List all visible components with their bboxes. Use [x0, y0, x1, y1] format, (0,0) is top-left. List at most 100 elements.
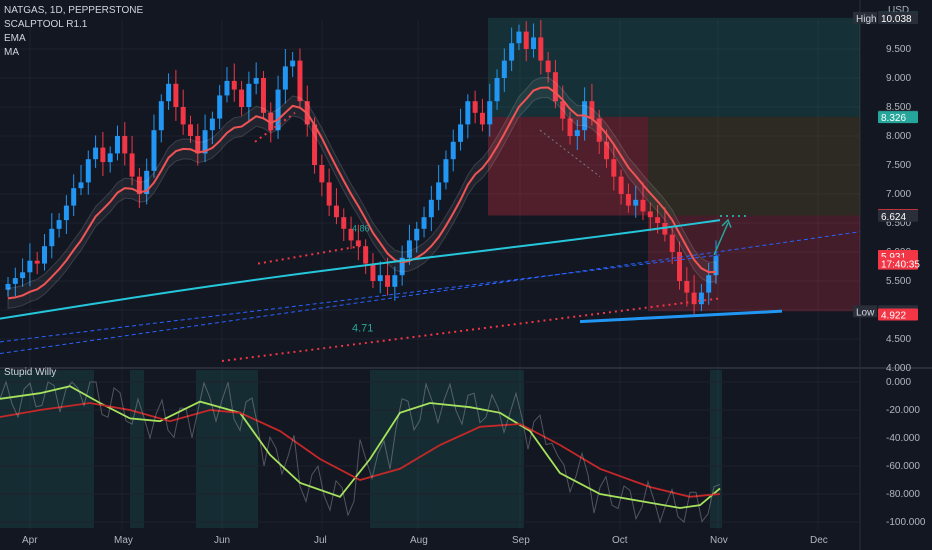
- indicator-label: MA: [4, 47, 19, 58]
- candle-body: [545, 60, 551, 73]
- price-tick-label: 9.000: [886, 73, 911, 84]
- candle-body: [472, 101, 478, 113]
- candle-body: [122, 136, 128, 154]
- candle-body: [348, 228, 354, 241]
- projection-arrow-head: [721, 218, 732, 228]
- resistance-dotted: [254, 111, 296, 143]
- price-tick-label: 4.500: [886, 334, 911, 345]
- price-tag-label: 4.922: [881, 311, 906, 322]
- target-zone: [488, 17, 860, 117]
- candle-body: [589, 101, 595, 119]
- ema-band: [7, 77, 717, 309]
- candle-body: [195, 136, 201, 154]
- candle-body: [114, 136, 120, 154]
- oscillator-zone: [130, 370, 144, 528]
- price-tag-name: Low: [856, 307, 875, 318]
- time-axis-label: Sep: [512, 535, 530, 546]
- osc-tick-label: -20.000: [886, 405, 920, 416]
- candle-body: [187, 124, 193, 136]
- price-tag-box: [878, 111, 918, 124]
- candle-body: [319, 165, 325, 183]
- candle-body: [523, 31, 529, 49]
- candle-body: [385, 275, 391, 287]
- candle-body: [363, 246, 369, 264]
- time-axis-label: May: [114, 535, 133, 546]
- candle-body: [604, 141, 610, 160]
- candle-body: [392, 275, 398, 287]
- price-tick-label: 7.500: [886, 160, 911, 171]
- price-tick-label: 7.000: [886, 189, 911, 200]
- candle-body: [691, 292, 697, 305]
- price-tag: 6.624: [878, 209, 918, 223]
- osc-tick-label: -100.000: [886, 517, 926, 528]
- candle-body: [487, 101, 493, 125]
- candle-body: [377, 275, 383, 281]
- candle-body: [173, 83, 179, 107]
- candle-body: [107, 153, 113, 163]
- oscillator-title: Stupid Willy: [4, 367, 57, 378]
- annotation-label: 4.86: [352, 224, 370, 234]
- candle-body: [370, 263, 376, 281]
- osc-tick-label: -80.000: [886, 489, 920, 500]
- indicator-label: SCALPTOOL R1.1: [4, 19, 88, 30]
- candle-body: [260, 78, 266, 113]
- candle-body: [71, 188, 77, 206]
- ma-line: [0, 219, 721, 320]
- oscillator-slow-line: [0, 402, 721, 498]
- candle-body: [136, 176, 142, 194]
- price-tag-box: [878, 209, 918, 222]
- price-tag-label: 17:40:35: [881, 260, 920, 271]
- candle-body: [27, 260, 33, 273]
- candle-body: [552, 72, 558, 102]
- candle-body: [684, 281, 690, 293]
- candle-body: [333, 205, 339, 218]
- candle-body: [662, 223, 668, 235]
- price-tag-label: 10.038: [881, 14, 912, 25]
- candle-body: [531, 37, 537, 49]
- candle-body: [151, 130, 157, 171]
- annotation-label: 4.71: [352, 322, 373, 334]
- candle-body: [49, 228, 55, 247]
- candle-body: [414, 228, 420, 241]
- candle-body: [516, 31, 522, 44]
- time-axis-label: Oct: [612, 535, 628, 546]
- candle-body: [297, 60, 303, 102]
- price-tick-label: 8.000: [886, 131, 911, 142]
- candle-body: [706, 275, 712, 293]
- candle-body: [443, 159, 449, 183]
- candle-body: [538, 37, 544, 61]
- candle-body: [640, 199, 646, 212]
- candle-body: [166, 83, 172, 102]
- price-tag-box: [878, 257, 918, 270]
- candle-body: [253, 78, 259, 84]
- candle-body: [458, 124, 464, 142]
- support-line: [579, 309, 783, 324]
- price-tag-name: High: [856, 14, 877, 25]
- oscillator-zone: [196, 370, 258, 528]
- candle-body: [633, 199, 639, 206]
- price-tag-label: 6.624: [881, 212, 906, 223]
- candle-body: [129, 153, 135, 177]
- candle-body: [217, 95, 223, 119]
- price-tag-label: 8.326: [881, 113, 906, 124]
- candle-body: [239, 89, 245, 107]
- osc-tick-label: 0.000: [886, 377, 911, 388]
- price-tag: 17:40:35: [878, 257, 920, 271]
- candle-body: [326, 182, 332, 206]
- candle-body: [20, 272, 26, 279]
- candle-body: [596, 118, 602, 142]
- price-tag: 10.038 High: [853, 11, 918, 25]
- candle-body: [618, 176, 624, 194]
- candle-body: [655, 217, 661, 223]
- price-tag-label: 5.931: [881, 252, 906, 263]
- candle-body: [611, 159, 617, 177]
- candle-body: [158, 101, 164, 131]
- candle-body: [341, 217, 347, 229]
- symbol-title: NATGAS, 1D, PEPPERSTONE: [4, 5, 144, 16]
- price-tick-label: 5.500: [886, 276, 911, 287]
- candle-body: [312, 124, 318, 165]
- candle-body: [574, 130, 580, 136]
- ema-line: [7, 86, 717, 300]
- candle-body: [406, 240, 412, 258]
- price-tag-name-box: [853, 11, 877, 24]
